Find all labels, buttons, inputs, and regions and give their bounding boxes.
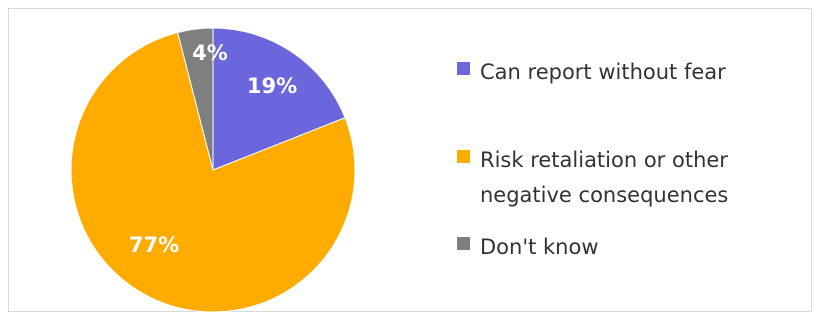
legend-item-don-t-know: Don't know — [457, 235, 599, 259]
legend-label-line: Risk retaliation or other — [480, 148, 728, 172]
legend-label: Don't know — [480, 235, 599, 259]
pie-slice-can-report-without-fear — [212, 27, 346, 171]
pie-slice-don-t-know — [177, 27, 214, 171]
legend-swatch — [457, 237, 470, 250]
legend-label-line: negative consequences — [480, 183, 728, 207]
pie-slice-labels: 19% 77% 4% — [129, 41, 297, 257]
legend-label-line: Can report without fear — [480, 60, 726, 84]
data-label-risk-retaliation-or-other-negative-consequences: 77% — [129, 233, 179, 257]
data-label-can-report-without-fear: 19% — [247, 74, 297, 98]
pie-slices — [70, 27, 356, 313]
chart-legend: Can report without fear Risk retaliation … — [457, 60, 728, 259]
legend-item-can-report-without-fear: Can report without fear — [457, 60, 726, 84]
legend-swatch — [457, 62, 470, 75]
legend-label: Risk retaliation or other negative conseq… — [480, 148, 728, 207]
legend-swatch — [457, 150, 470, 163]
legend-label: Can report without fear — [480, 60, 726, 84]
legend-label-line: Don't know — [480, 235, 599, 259]
legend-item-risk-retaliation-or-other-negative-consequences: Risk retaliation or other negative conseq… — [457, 148, 728, 207]
pie-slice-risk-retaliation-or-other-negative-consequences — [70, 31, 356, 313]
data-label-don-t-know: 4% — [192, 41, 228, 65]
